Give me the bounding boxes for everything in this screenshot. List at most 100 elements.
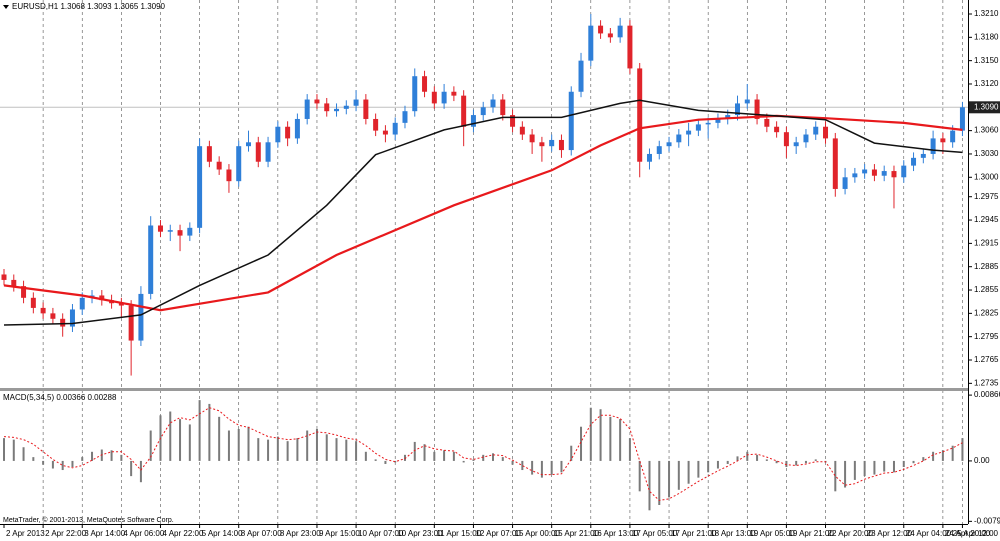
macd-bar — [941, 450, 944, 461]
menu-triangle[interactable] — [3, 5, 9, 9]
candle-body — [686, 130, 692, 135]
x-tick-label: 2 Apr 22:00 — [45, 529, 86, 538]
candle-body — [324, 103, 330, 112]
macd-bar — [892, 460, 895, 473]
candle-body — [255, 142, 261, 162]
y-tick-label: 1.2975 — [974, 192, 999, 201]
candle-body — [461, 95, 467, 127]
x-tick-label: 22 Apr 20:00 — [828, 529, 874, 538]
macd-bar — [433, 451, 436, 461]
candle-body — [842, 177, 848, 189]
x-tick-label: 15 Apr 00:00 — [515, 529, 561, 538]
candle-body — [891, 171, 897, 178]
candle-body — [304, 99, 310, 119]
macd-bar — [961, 438, 964, 461]
candle-body — [216, 161, 222, 170]
macd-bar — [110, 450, 113, 461]
candle-body — [578, 60, 584, 92]
macd-bar — [149, 430, 152, 461]
candle-body — [392, 122, 398, 135]
x-tick-label: 19 Apr 05:00 — [749, 529, 795, 538]
candle-body — [676, 134, 682, 143]
x-tick-label: 10 Apr 23:00 — [397, 529, 443, 538]
macd-bar — [775, 460, 778, 464]
macd-bar — [452, 451, 455, 461]
y-tick-label: 1.3060 — [974, 126, 999, 135]
candle-body — [862, 169, 868, 174]
macd-bar — [599, 409, 602, 461]
candle-body — [50, 313, 56, 319]
candle-body — [500, 99, 506, 116]
x-tick-label: 2 Apr 2013 — [6, 529, 45, 538]
candle-body — [60, 318, 66, 327]
macd-bar — [130, 460, 133, 477]
candle-body — [735, 103, 740, 116]
candle-body — [813, 126, 819, 135]
candle-body — [783, 132, 789, 147]
y-tick-label: -0.00795 — [974, 516, 1000, 525]
candle-body — [343, 105, 349, 109]
x-tick-label: 10 Apr 07:00 — [358, 529, 404, 538]
candle-body — [617, 25, 623, 38]
macd-bar — [462, 460, 465, 463]
x-tick-label: 18 Apr 13:00 — [710, 529, 756, 538]
candle-body — [363, 99, 369, 119]
current-price-label: 1.3090 — [974, 102, 999, 111]
candle-body — [236, 146, 242, 182]
candle-body — [138, 293, 144, 341]
candle-body — [959, 107, 965, 131]
candle-body — [1, 274, 7, 280]
macd-bar — [218, 416, 221, 461]
macd-bar — [668, 460, 671, 498]
macd-bar — [492, 453, 494, 461]
macd-bar — [345, 439, 348, 461]
current-price-box — [969, 101, 1000, 114]
candle-body — [334, 108, 340, 112]
candle-body — [793, 142, 799, 147]
candle-body — [79, 297, 85, 310]
candle-body — [118, 303, 124, 306]
macd-bar — [3, 438, 5, 461]
candle-body — [744, 99, 750, 104]
panel-separator — [0, 388, 968, 391]
candle-body — [148, 225, 154, 294]
candle-body — [568, 91, 574, 151]
candle-body — [823, 126, 829, 139]
candle-body — [412, 76, 418, 112]
candle-body — [197, 146, 203, 228]
macd-bar — [286, 441, 289, 461]
macd-bar — [628, 438, 631, 461]
macd-bar — [658, 460, 661, 505]
candle-body — [598, 25, 604, 34]
macd-bar — [746, 451, 749, 461]
macd-bar — [384, 460, 387, 464]
macd-bar — [472, 459, 475, 461]
candle-body — [725, 115, 731, 119]
macd-bar — [580, 426, 583, 461]
x-tick-label: 3 Apr 14:00 — [84, 529, 125, 538]
macd-bar — [756, 454, 759, 461]
candle-body — [940, 138, 946, 143]
x-tick-label: 12 Apr 07:00 — [475, 529, 521, 538]
chart-title: EURUSD,H1 1.3068 1.3093 1.3065 1.3090 — [12, 2, 166, 11]
y-tick-label: 1.3150 — [974, 56, 999, 65]
macd-bar — [32, 457, 35, 461]
macd-bar — [570, 445, 573, 461]
candle-body — [832, 138, 838, 189]
candle-body — [558, 139, 564, 151]
macd-bar — [120, 454, 123, 461]
macd-bar — [677, 460, 680, 490]
macd-bar — [374, 459, 377, 461]
candle-body — [666, 142, 672, 147]
macd-bar — [22, 447, 25, 461]
macd-bar — [932, 451, 935, 461]
macd-bar — [482, 454, 485, 461]
macd-bar — [716, 460, 719, 469]
candle-body — [40, 307, 46, 314]
macd-bar — [91, 451, 94, 461]
macd-bar — [139, 460, 142, 483]
x-tick-label: 15 Apr 21:00 — [554, 529, 600, 538]
macd-bar — [355, 441, 358, 461]
candle-body — [382, 130, 388, 135]
